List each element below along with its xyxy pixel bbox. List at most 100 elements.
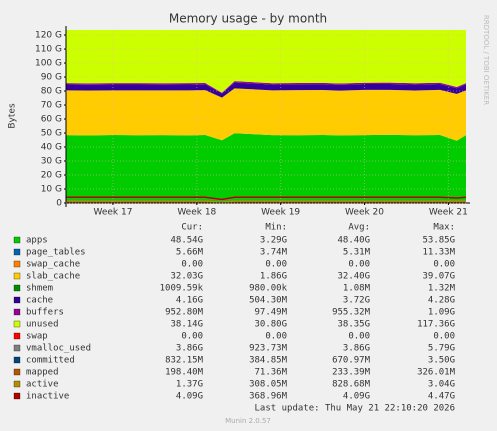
legend-value: 1.86G	[260, 272, 287, 282]
y-axis-label: Bytes	[8, 103, 18, 129]
legend-value: 1.08M	[343, 284, 371, 294]
plot-area	[66, 30, 466, 203]
line	[66, 196, 466, 201]
legend-value: 71.36M	[254, 368, 287, 378]
legend-value: 5.79G	[428, 344, 455, 354]
legend-value: 38.14G	[170, 320, 203, 330]
line	[66, 200, 466, 203]
legend-value: 1.37G	[176, 380, 203, 390]
side-text: RRDTOOL / TOBI OETIKER	[482, 15, 490, 105]
y-tick-label: 20 G	[41, 171, 62, 181]
y-tick-label: 70 G	[41, 101, 62, 111]
legend-value: 5.66M	[176, 248, 204, 258]
legend-value: 97.49M	[254, 308, 287, 318]
area	[66, 133, 466, 141]
x-tick-label: Week 19	[261, 208, 300, 218]
legend-value: 1009.59k	[160, 284, 204, 294]
legend-value: 4.47G	[428, 392, 455, 402]
legend-header: Cur:	[181, 223, 203, 233]
legend-label: vmalloc_used	[26, 344, 91, 354]
legend-value: 0.00	[265, 260, 287, 270]
legend-value: 0.00	[348, 260, 370, 270]
legend-header: Avg:	[348, 223, 370, 233]
legend-swatch	[13, 248, 21, 256]
y-tick-label: 90 G	[41, 73, 62, 83]
legend-value: 670.97M	[332, 356, 371, 366]
legend-swatch	[13, 344, 21, 352]
legend-swatch	[13, 308, 21, 316]
legend-swatch	[13, 332, 21, 340]
y-tick-label: 80 G	[41, 87, 62, 97]
legend-value: 0.00	[433, 332, 455, 342]
legend-swatch	[13, 272, 21, 280]
legend-swatch	[13, 236, 21, 244]
legend-header: Min:	[265, 223, 287, 233]
legend-swatch	[13, 368, 21, 376]
legend-value: 48.40G	[337, 236, 370, 246]
legend-value: 32.03G	[170, 272, 203, 282]
legend-value: 504.30M	[249, 296, 288, 306]
legend-label: swap_cache	[26, 260, 80, 270]
y-tick-label: 10 G	[41, 185, 62, 195]
chart-title: Memory usage - by month	[169, 12, 327, 26]
legend-label: mapped	[26, 368, 59, 378]
legend-swatch	[13, 260, 21, 268]
x-tick-label: Week 21	[429, 208, 468, 218]
legend-value: 3.72G	[343, 296, 370, 306]
legend-value: 326.01M	[417, 368, 456, 378]
legend-value: 832.15M	[165, 356, 204, 366]
legend-label: apps	[26, 236, 48, 246]
legend-value: 233.39M	[332, 368, 371, 378]
legend-value: 30.80G	[254, 320, 287, 330]
legend-label: active	[26, 380, 59, 390]
legend-swatch	[13, 296, 21, 304]
legend-label: buffers	[26, 308, 64, 318]
legend-value: 5.31M	[343, 248, 371, 258]
legend-value: 368.96M	[249, 392, 288, 402]
legend-swatch	[13, 320, 21, 328]
legend-value: 308.05M	[249, 380, 288, 390]
legend-value: 0.00	[181, 332, 203, 342]
area	[66, 81, 466, 94]
legend-value: 923.73M	[249, 344, 288, 354]
legend-value: 48.54G	[170, 236, 203, 246]
legend-label: page_tables	[26, 248, 86, 258]
legend-value: 952.80M	[165, 308, 204, 318]
legend-value: 11.33M	[422, 248, 455, 258]
legend-value: 0.00	[433, 260, 455, 270]
y-tick-label: 50 G	[41, 129, 62, 139]
area	[66, 88, 466, 141]
legend-label: unused	[26, 320, 59, 330]
legend-value: 4.16G	[176, 296, 203, 306]
legend-value: 198.40M	[165, 368, 204, 378]
legend-value: 3.86G	[176, 344, 203, 354]
legend-swatch	[13, 356, 21, 364]
legend-swatch	[13, 380, 21, 388]
legend-value: 4.09G	[343, 392, 370, 402]
x-tick-label: Week 17	[93, 208, 132, 218]
last-update: Last update: Thu May 21 22:10:20 2026	[255, 404, 455, 414]
legend-value: 38.35G	[337, 320, 370, 330]
y-tick-label: 100 G	[35, 59, 62, 69]
legend-value: 384.85M	[249, 356, 288, 366]
legend-value: 32.40G	[337, 272, 370, 282]
legend-swatch	[13, 284, 21, 292]
area	[66, 133, 466, 203]
legend-value: 1.09G	[428, 308, 455, 318]
y-tick-label: 110 G	[35, 45, 62, 55]
legend-value: 3.50G	[428, 356, 455, 366]
legend-value: 3.74M	[260, 248, 288, 258]
legend-value: 4.09G	[176, 392, 203, 402]
legend-label: cache	[26, 296, 53, 306]
legend-value: 955.32M	[332, 308, 371, 318]
footer: Munin 2.0.57	[225, 417, 271, 425]
legend-value: 39.07G	[422, 272, 455, 282]
legend-label: shmem	[26, 284, 53, 294]
y-tick-label: 30 G	[41, 157, 62, 167]
legend-swatch	[13, 392, 21, 400]
legend-value: 0.00	[181, 260, 203, 270]
legend-value: 1.32M	[428, 284, 456, 294]
line	[66, 201, 466, 203]
y-tick-label: 40 G	[41, 143, 62, 153]
